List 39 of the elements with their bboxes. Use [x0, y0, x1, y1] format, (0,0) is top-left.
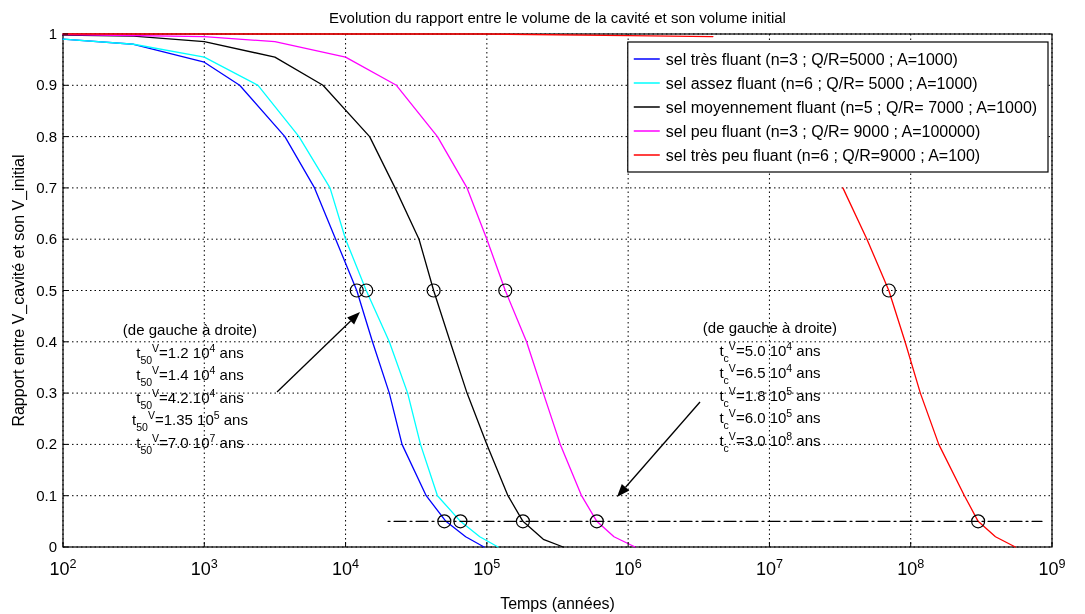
y-tick-label: 0.3 — [36, 384, 57, 402]
x-tick-label: 10$^{8}$ — [897, 557, 925, 579]
annotation: t$_{50}$$^{V}$=4.2.10$^{4}$ ans — [136, 386, 244, 411]
annotation: (de gauche à droite) — [702, 319, 838, 336]
y-tick-label: 0.4 — [36, 332, 57, 350]
x-axis-title: Temps (années) — [500, 595, 615, 612]
annotation: t$_{50}$$^{V}$=7.0 10$^{7}$ ans — [136, 431, 244, 456]
x-tick-label: 10$^{3}$ — [190, 557, 218, 579]
annotation: t$_{50}$$^{V}$=1.35 10$^{5}$ ans — [132, 409, 248, 433]
y-tick-label: 0.2 — [36, 435, 57, 453]
legend-label: sel très fluant (n=3 ; Q/R=5000 ; A=1000) — [665, 51, 958, 68]
annotation: t$_{c}$$^{V}$=6.0 10$^{5}$ ans — [719, 407, 821, 431]
annotation: t$_{c}$$^{V}$=6.5 10$^{4}$ ans — [719, 362, 821, 386]
y-axis-title: Rapport entre V_cavité et son V_initial — [10, 154, 28, 427]
chart-title: Evolution du rapport entre le volume de la cavité et son volume initial — [329, 9, 786, 26]
y-tick-label: 0.9 — [36, 76, 57, 94]
y-tick-label: 0.5 — [36, 281, 57, 299]
x-tick-label: 10$^{7}$ — [755, 557, 783, 579]
y-tick-label: 0.1 — [36, 486, 57, 504]
y-tick-label: 0.8 — [36, 127, 57, 145]
annotation: t$_{50}$$^{V}$=1.4 10$^{4}$ ans — [136, 364, 244, 388]
y-tick-label: 0.6 — [36, 230, 57, 248]
x-tick-label: 10$^{5}$ — [473, 557, 501, 579]
annotation: (de gauche à droite) — [122, 321, 258, 338]
y-tick-label: 0 — [48, 538, 57, 555]
legend-label: sel très peu fluant (n=6 ; Q/R=9000 ; A=100) — [665, 147, 981, 164]
x-tick-label: 10$^{4}$ — [332, 557, 360, 579]
y-tick-label: 0.7 — [36, 178, 57, 196]
x-tick-label: 10$^{9}$ — [1038, 557, 1066, 579]
annotation: t$_{50}$$^{V}$=1.2 10$^{4}$ ans — [136, 341, 244, 366]
annotation: t$_{c}$$^{V}$=3.0 10$^{8}$ ans — [719, 429, 821, 454]
legend-label: sel moyennement fluant (n=5 ; Q/R= 7000 ; A=1000) — [665, 99, 1038, 116]
legend-label: sel peu fluant (n=3 ; Q/R= 9000 ; A=100000) — [665, 123, 981, 140]
x-tick-label: 10$^{2}$ — [49, 557, 77, 579]
x-tick-label: 10$^{6}$ — [614, 557, 642, 579]
annotation: t$_{c}$$^{V}$=5.0 10$^{4}$ ans — [719, 339, 821, 364]
annotation: t$_{c}$$^{V}$=1.8 10$^{5}$ ans — [719, 384, 821, 409]
y-tick-label: 1 — [48, 25, 57, 42]
legend-label: sel assez fluant (n=6 ; Q/R= 5000 ; A=1000) — [665, 75, 978, 92]
